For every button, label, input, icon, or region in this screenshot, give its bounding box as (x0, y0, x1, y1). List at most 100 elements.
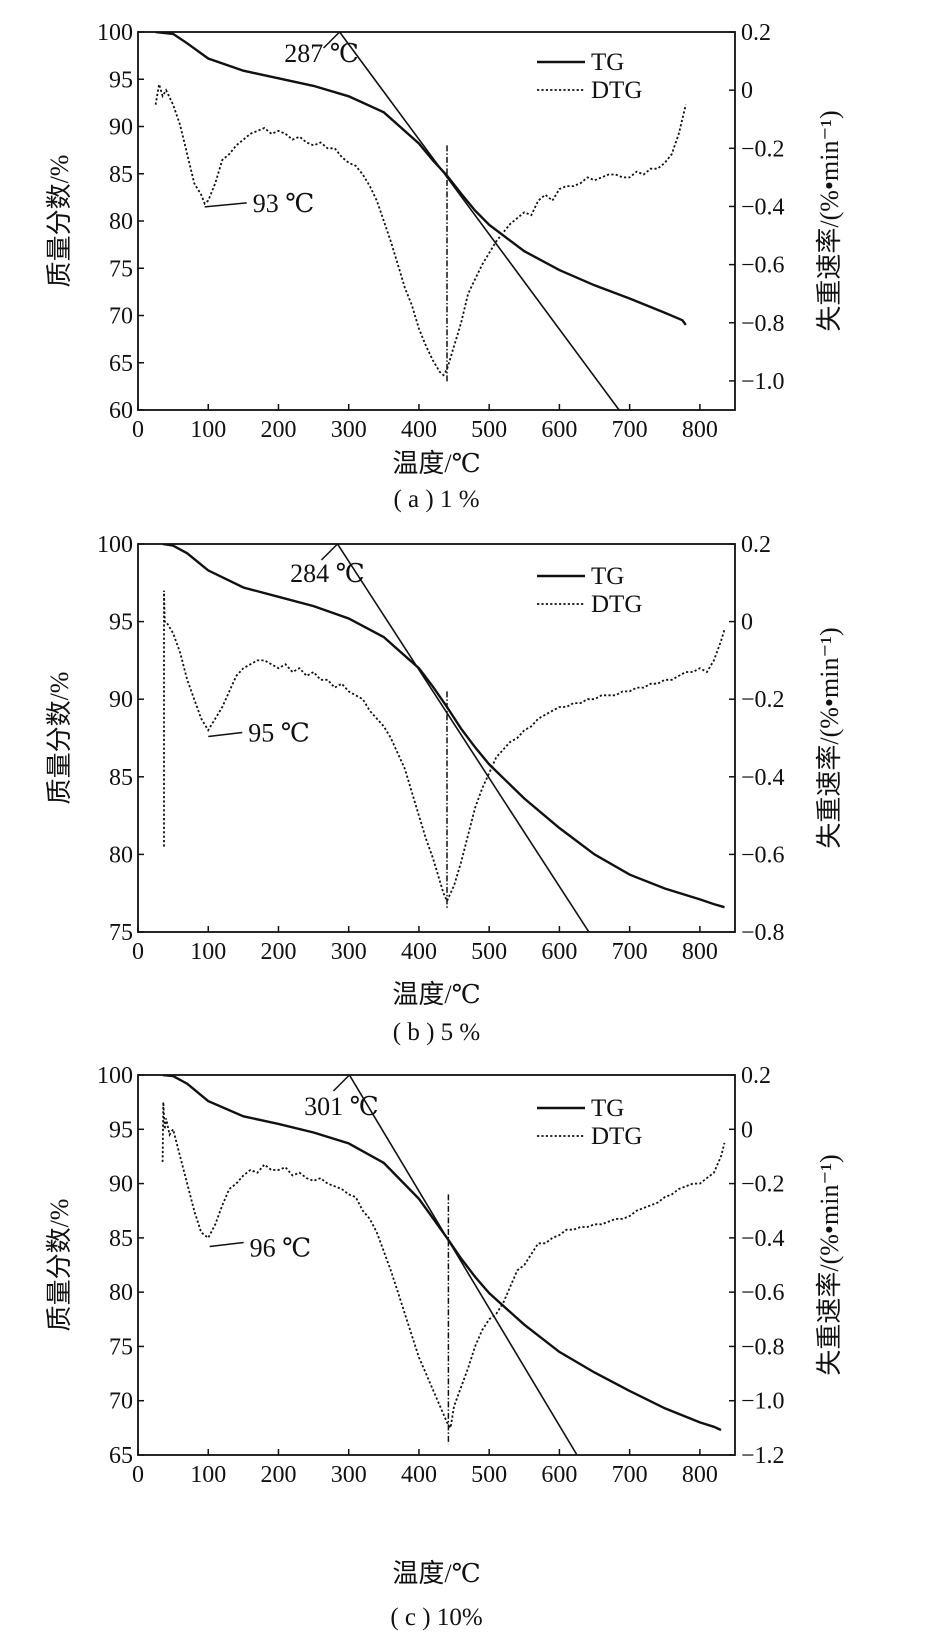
y-tick-label: 65 (109, 351, 133, 377)
chart-panel-c: 0 100 200 300 400 500 600 700 800 65 70 75 80 85 90 95 1… (45, 1063, 844, 1631)
y-tick-label: 90 (109, 687, 133, 713)
y2-tick-label: 0 (741, 610, 753, 636)
x-tick-label: 400 (401, 1462, 437, 1488)
annotation-leader (209, 1241, 244, 1248)
x-tick-label: 700 (612, 417, 648, 443)
y2-tick-label: −0.4 (741, 194, 785, 220)
y2-tick-label: 0.2 (741, 20, 771, 46)
dtg-series-line (161, 1102, 726, 1431)
chart-caption: ( c ) 10% (390, 1604, 482, 1631)
x-tick-label: 200 (260, 417, 296, 443)
annotation-leader (332, 1074, 350, 1092)
y2-tick-label: 0 (741, 1117, 753, 1143)
y-tick-label: 80 (109, 842, 133, 868)
y-tick-label: 65 (109, 1443, 133, 1469)
x-tick-label: 600 (541, 939, 577, 965)
y2-tick-label: −0.2 (741, 687, 785, 713)
y-tick-label: 80 (109, 1280, 133, 1306)
y2-tick-label: −1.0 (741, 1389, 785, 1415)
y-tick-label: 75 (109, 256, 133, 282)
plot-frame (137, 1074, 736, 1456)
y-tick-label: 90 (109, 1172, 133, 1198)
x-tick-label: 700 (612, 939, 648, 965)
peak-annotation: 96 ℃ (250, 1234, 312, 1263)
x-tick-label: 700 (612, 1462, 648, 1488)
y-tick-label: 85 (109, 162, 133, 188)
y-tick-label: 60 (109, 398, 133, 424)
tangent-series-line (338, 32, 620, 410)
y2-tick-label: 0 (741, 78, 753, 104)
x-tick-label: 800 (682, 939, 718, 965)
y-tick-label: 95 (109, 610, 133, 636)
y-axis-label: 质量分数/% (45, 1199, 74, 1332)
y-tick-label: 95 (109, 1117, 133, 1143)
peak-annotation: 301 ℃ (304, 1092, 379, 1121)
x-tick-label: 200 (260, 1462, 296, 1488)
legend-label-dtg: DTG (591, 1123, 642, 1150)
dtg-series-line (163, 590, 726, 904)
x-tick-label: 600 (541, 1462, 577, 1488)
y2-axis-label: 失重速率/(%•min⁻¹) (815, 110, 844, 331)
x-tick-label: 800 (682, 1462, 718, 1488)
y2-axis-label: 失重速率/(%•min⁻¹) (815, 1154, 844, 1375)
x-tick-label: 100 (190, 1462, 226, 1488)
y-tick-label: 80 (109, 209, 133, 235)
legend-label-dtg: DTG (591, 77, 642, 104)
peak-annotation: 287 ℃ (284, 39, 359, 68)
y-tick-label: 75 (109, 1334, 133, 1360)
y2-tick-label: −0.6 (741, 842, 785, 868)
annotation-leader (323, 31, 341, 49)
plot-frame (137, 543, 736, 933)
chart-panel-b: 0 100 200 300 400 500 600 700 800 75 80 85 90 95 100 −0… (45, 532, 844, 1046)
peak-annotation: 93 ℃ (253, 189, 315, 218)
x-tick-label: 500 (471, 417, 507, 443)
y-axis-label: 质量分数/% (45, 672, 74, 805)
x-axis-label: 温度/℃ (392, 1559, 480, 1588)
y2-tick-label: −1.2 (741, 1443, 785, 1469)
chart-caption: ( b ) 5 % (393, 1019, 480, 1046)
y2-tick-label: 0.2 (741, 532, 771, 558)
y2-tick-label: −0.8 (741, 311, 785, 337)
y2-tick-label: 0.2 (741, 1063, 771, 1089)
x-axis-label: 温度/℃ (392, 980, 480, 1009)
y-tick-label: 75 (109, 920, 133, 946)
x-tick-label: 300 (331, 417, 367, 443)
x-tick-label: 400 (401, 939, 437, 965)
y-tick-label: 100 (97, 532, 133, 558)
tangent-series-line (336, 544, 590, 932)
y-tick-label: 100 (97, 20, 133, 46)
x-tick-label: 800 (682, 417, 718, 443)
plot-frame (137, 31, 736, 411)
peak-annotation: 284 ℃ (290, 559, 365, 588)
y2-tick-label: −0.2 (741, 136, 785, 162)
y-tick-label: 70 (109, 304, 133, 330)
x-tick-label: 300 (331, 939, 367, 965)
y-tick-label: 85 (109, 765, 133, 791)
y2-tick-label: −0.4 (741, 1226, 785, 1252)
y2-tick-label: −1.0 (741, 369, 785, 395)
y2-tick-label: −0.2 (741, 1172, 785, 1198)
x-tick-label: 500 (471, 1462, 507, 1488)
y-tick-label: 95 (109, 67, 133, 93)
y2-axis-label: 失重速率/(%•min⁻¹) (815, 627, 844, 848)
x-tick-label: 0 (132, 939, 144, 965)
peak-annotation: 95 ℃ (248, 718, 310, 747)
x-tick-label: 0 (132, 417, 144, 443)
y2-tick-label: −0.6 (741, 1280, 785, 1306)
annotation-leader (208, 731, 243, 738)
y2-tick-label: −0.8 (741, 1334, 785, 1360)
dtg-series-line (154, 84, 687, 377)
x-tick-label: 200 (260, 939, 296, 965)
legend-label-tg: TG (591, 49, 624, 76)
chart-panel-a: 0 100 200 300 400 500 600 700 800 60 65 70 75 80 85 90 9… (45, 20, 844, 513)
x-tick-label: 300 (331, 1462, 367, 1488)
legend-label-tg: TG (591, 1095, 624, 1122)
x-tick-label: 100 (190, 939, 226, 965)
y-tick-label: 85 (109, 1226, 133, 1252)
tangent-series-line (348, 1075, 578, 1455)
y-tick-label: 100 (97, 1063, 133, 1089)
x-tick-label: 500 (471, 939, 507, 965)
annotation-leader (320, 543, 338, 561)
x-tick-label: 600 (541, 417, 577, 443)
